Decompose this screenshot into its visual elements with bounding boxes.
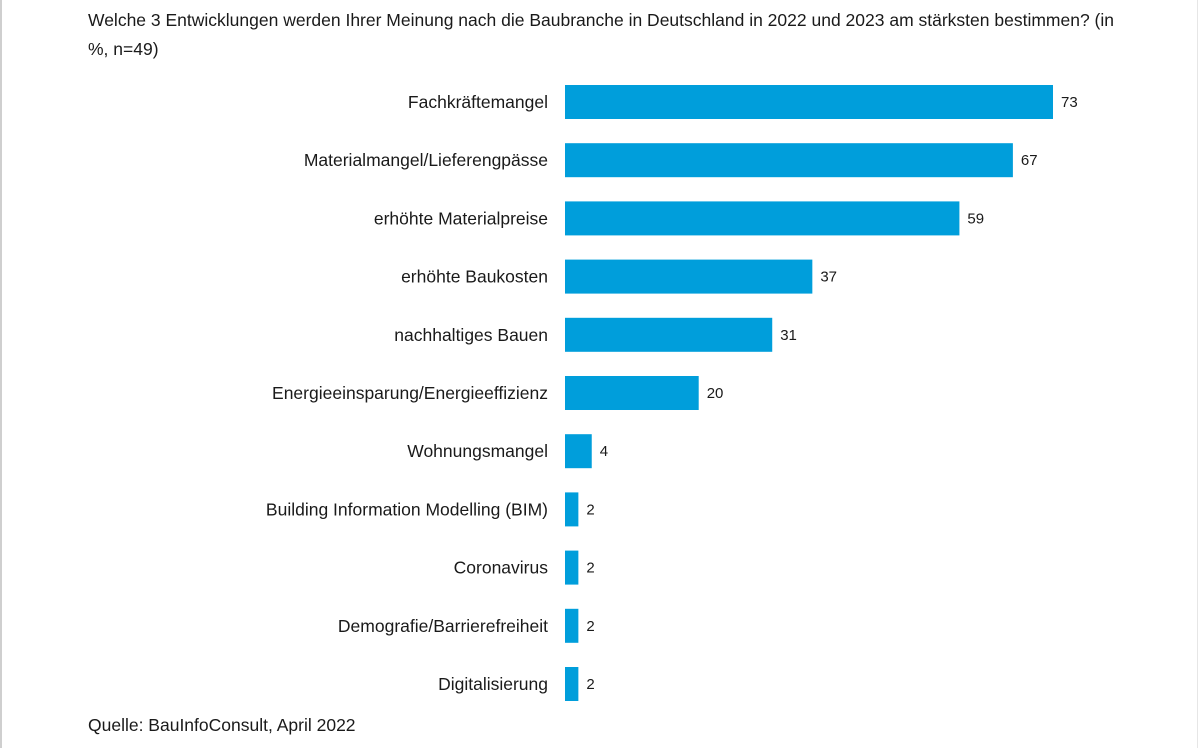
value-label: 37 — [820, 269, 837, 286]
value-label: 20 — [707, 385, 724, 402]
category-label: erhöhte Materialpreise — [374, 208, 548, 228]
category-label: Materialmangel/Lieferengpässe — [304, 150, 548, 170]
bar-8 — [565, 550, 579, 585]
chart-source: Quelle: BauInfoConsult, April 2022 — [88, 715, 356, 735]
bar-5 — [565, 376, 699, 410]
bar-1 — [565, 143, 1013, 178]
category-label: nachhaltiges Bauen — [394, 325, 548, 345]
value-label: 2 — [586, 618, 594, 635]
category-label: Building Information Modelling (BIM) — [266, 499, 548, 519]
category-label: Digitalisierung — [438, 674, 548, 694]
value-label: 2 — [586, 501, 594, 518]
chart-title: Welche 3 Entwicklungen werden Ihrer Mein… — [88, 10, 1114, 59]
bar-10 — [565, 667, 579, 701]
value-label: 73 — [1061, 94, 1078, 111]
value-label: 67 — [1021, 152, 1038, 169]
bar-7 — [565, 492, 579, 527]
bar-4 — [565, 317, 773, 352]
bar-6 — [565, 434, 592, 469]
value-label: 31 — [780, 327, 797, 344]
bar-0 — [565, 85, 1053, 119]
category-label: Coronavirus — [454, 558, 549, 578]
category-label: erhöhte Baukosten — [401, 267, 548, 287]
value-label: 2 — [586, 560, 594, 577]
category-label: Fachkräftemangel — [408, 92, 548, 112]
value-label: 4 — [600, 443, 608, 460]
value-label: 2 — [586, 676, 594, 693]
category-label: Demografie/Barrierefreiheit — [338, 616, 548, 636]
bar-3 — [565, 259, 813, 294]
value-label: 59 — [967, 210, 984, 227]
bar-2 — [565, 201, 960, 236]
bar-9 — [565, 608, 579, 643]
category-label: Wohnungsmangel — [407, 441, 548, 461]
category-label: Energieeinsparung/Energieeffizienz — [272, 383, 548, 403]
